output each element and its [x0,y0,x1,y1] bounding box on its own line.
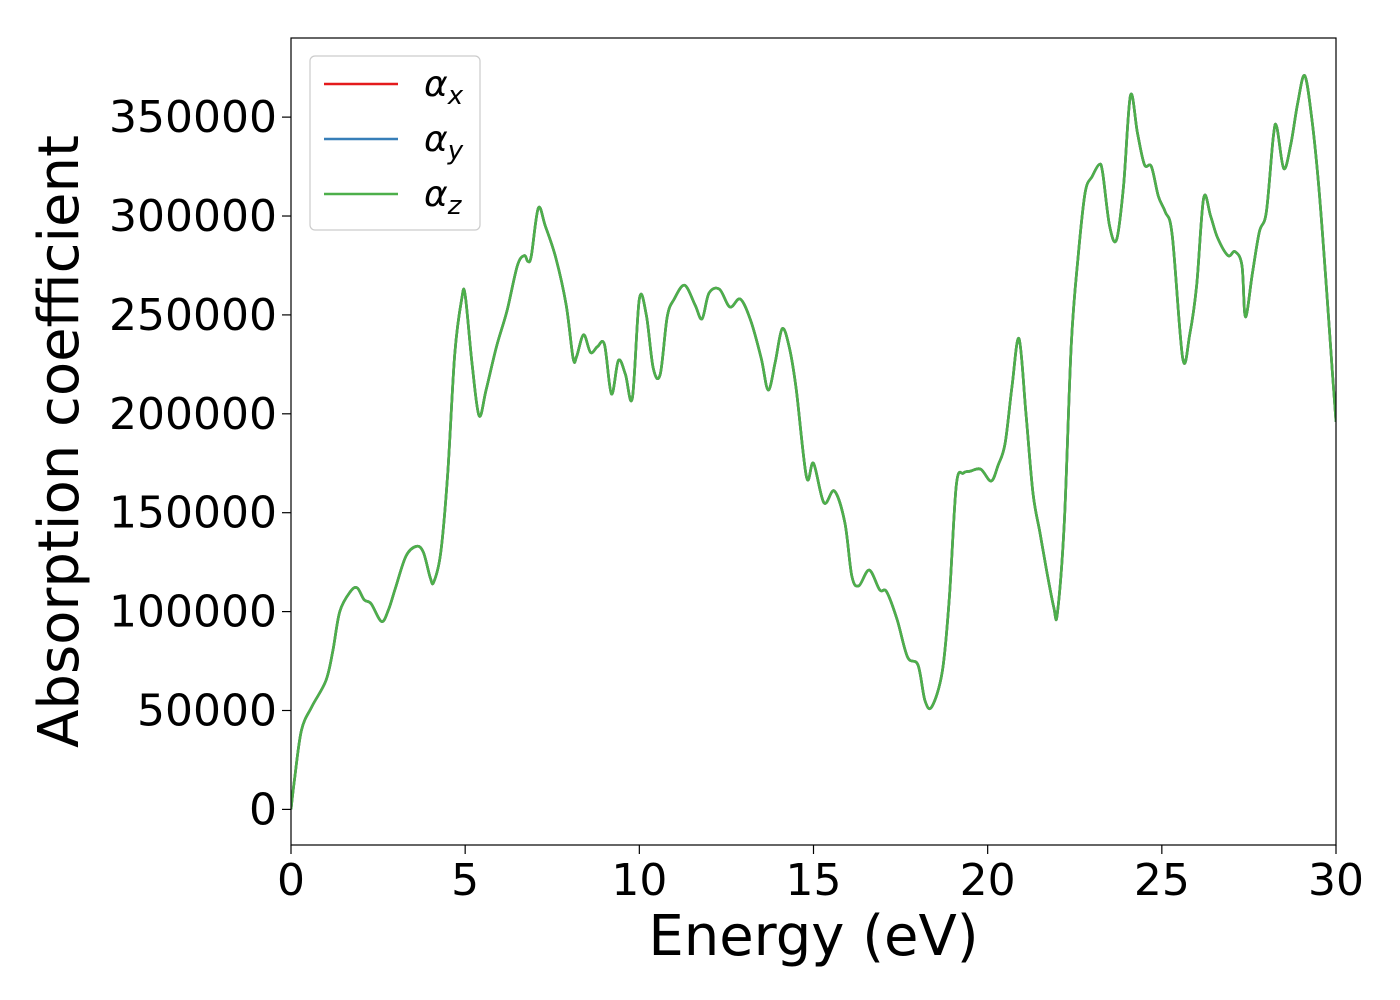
legend: αx αy αz [309,55,481,231]
legend-label-alpha-y: αy [424,119,464,166]
x-tick-label-20: 20 [960,855,1016,906]
x-tick-label-10: 10 [611,855,667,906]
y-tick-label-350000: 350000 [109,92,277,143]
plot-frame [290,37,1337,846]
y-tick-label-300000: 300000 [109,191,277,242]
y-tick-label-50000: 50000 [137,686,277,737]
x-axis-title: Energy (eV) [648,904,978,969]
x-tick-label-25: 25 [1134,855,1190,906]
series-layer [291,74,1336,810]
y-tick-label-0: 0 [249,784,277,835]
y-tick-label-250000: 250000 [109,290,277,341]
x-tick-label-15: 15 [786,855,842,906]
x-tick-label-5: 5 [451,855,479,906]
y-axis-title: Absorption coefficient [27,135,92,748]
legend-label-alpha-z: αz [424,174,463,221]
tick-layer: 0 5 10 15 20 25 30 0 50000 100000 150000 200000 2500… [109,92,1364,906]
legend-box [309,55,481,231]
series-line-alpha-z [291,74,1336,810]
legend-label-alpha-x: αx [424,64,464,111]
y-tick-label-100000: 100000 [109,587,277,638]
x-tick-label-30: 30 [1308,855,1364,906]
x-tick-label-0: 0 [277,855,305,906]
y-tick-label-150000: 150000 [109,488,277,539]
y-tick-label-200000: 200000 [109,389,277,440]
